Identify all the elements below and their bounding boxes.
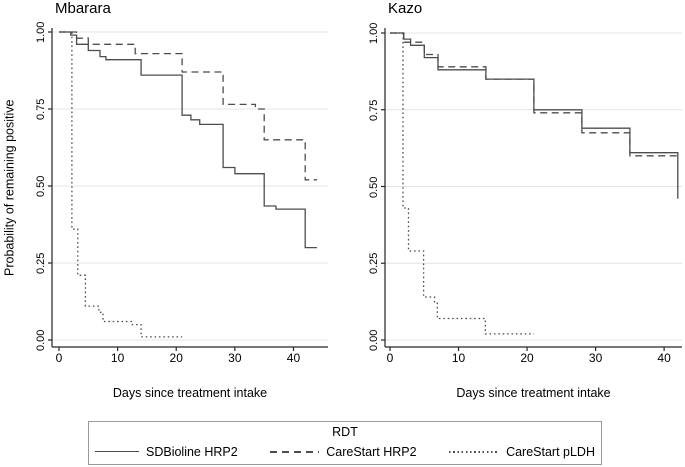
series-line-dashed bbox=[390, 32, 678, 157]
series-line-solid bbox=[390, 32, 679, 199]
plot-canvas bbox=[48, 28, 682, 351]
x-tick-label: 20 bbox=[169, 351, 183, 365]
x-axis-label-kazo: Days since treatment intake bbox=[456, 386, 611, 400]
series-line-dotted bbox=[390, 32, 534, 335]
series-line-solid bbox=[59, 31, 317, 249]
x-tick-label: 30 bbox=[228, 351, 242, 365]
legend-label: CareStart HRP2 bbox=[326, 444, 417, 459]
y-tick-label: 0.50 bbox=[368, 175, 380, 198]
legend-label: CareStart pLDH bbox=[506, 444, 595, 459]
x-tick-label: 10 bbox=[451, 351, 466, 365]
x-tick-label: 40 bbox=[286, 351, 301, 365]
y-tick-label: 1.00 bbox=[35, 21, 47, 43]
x-tick-label: 40 bbox=[657, 351, 671, 365]
y-tick-label: 0.25 bbox=[368, 252, 380, 274]
x-tick-label: 30 bbox=[588, 351, 603, 365]
y-tick-label: 0.25 bbox=[35, 252, 47, 274]
legend-entry-sdbioline-hrp2: SDBioline HRP2 bbox=[95, 445, 238, 459]
legend-entry-carestart-hrp2: CareStart HRP2 bbox=[270, 444, 417, 459]
dashed-line-swatch bbox=[270, 450, 320, 453]
legend-entry-carestart-pldh: CareStart pLDH bbox=[449, 445, 595, 459]
panel-title-kazo: Kazo bbox=[388, 0, 423, 17]
panel-title-mbarara: Mbarara bbox=[55, 0, 111, 17]
y-tick-label: 1.00 bbox=[368, 22, 380, 44]
y-tick-label: 0.50 bbox=[35, 175, 47, 197]
legend-box: RDT SDBioline HRP2 CareStart HRP2 CareSt… bbox=[88, 421, 602, 465]
legend-label: SDBioline HRP2 bbox=[146, 444, 238, 459]
y-tick-label: 0.75 bbox=[35, 98, 47, 120]
series-line-dashed bbox=[59, 31, 317, 181]
dotted-line-swatch bbox=[449, 450, 500, 453]
legend-items: SDBioline HRP2 CareStart HRP2 CareStart … bbox=[89, 439, 601, 464]
series-line-dotted bbox=[59, 31, 183, 338]
x-tick-label: 0 bbox=[386, 351, 394, 365]
x-tick-label: 0 bbox=[55, 351, 63, 365]
x-tick-label: 20 bbox=[520, 351, 534, 365]
x-axis-label-mbarara: Days since treatment intake bbox=[112, 386, 268, 400]
solid-line-swatch bbox=[95, 451, 139, 452]
x-tick-label: 10 bbox=[110, 351, 125, 365]
legend-title: RDT bbox=[332, 425, 358, 439]
y-tick-label: 0.75 bbox=[368, 99, 380, 121]
